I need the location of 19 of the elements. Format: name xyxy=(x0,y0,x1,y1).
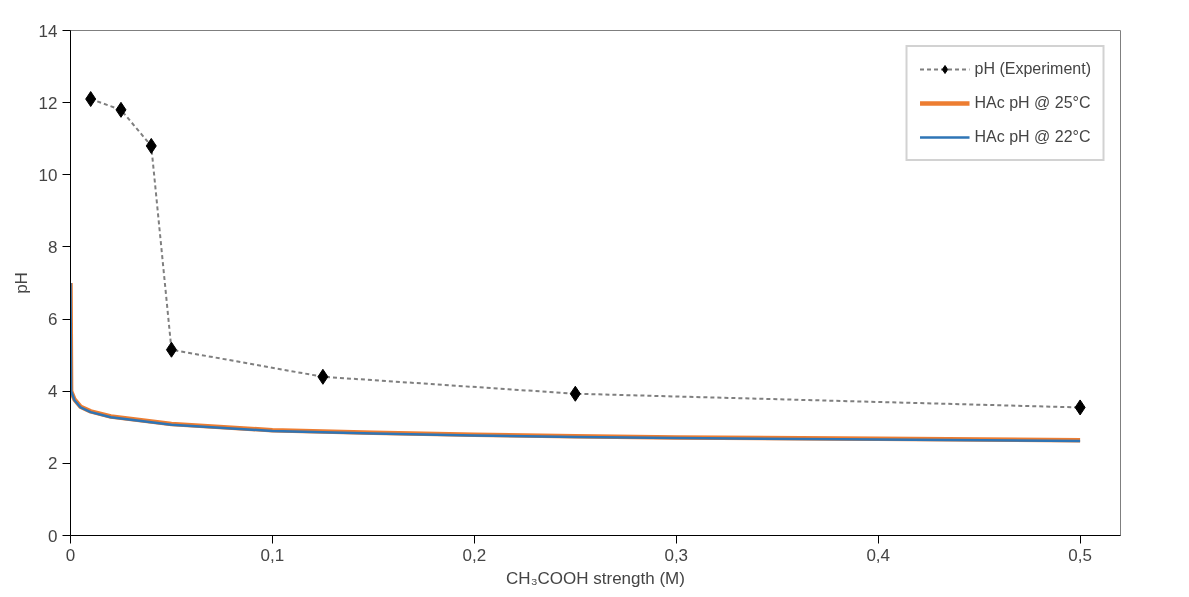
legend-label: HAc pH @ 25°C xyxy=(974,94,1091,112)
y-tick-label: 4 xyxy=(48,382,58,402)
y-tick-label: 10 xyxy=(38,165,58,185)
x-tick-label: 0,3 xyxy=(664,545,689,565)
x-tick-label: 0,5 xyxy=(1068,545,1092,565)
y-tick-label: 0 xyxy=(48,526,58,546)
y-tick-label: 14 xyxy=(38,21,58,41)
x-tick-label: 0,1 xyxy=(260,545,285,565)
y-axis-title: pH xyxy=(11,272,31,294)
y-tick-label: 8 xyxy=(48,237,58,257)
x-tick-label: 0,4 xyxy=(866,545,891,565)
y-tick-label: 2 xyxy=(48,454,58,474)
x-tick-label: 0 xyxy=(65,545,76,565)
legend-label: pH (Experiment) xyxy=(974,60,1091,78)
legend-label: HAc pH @ 22°C xyxy=(974,128,1091,146)
x-axis-title: CH₃COOH strength (M) xyxy=(506,568,685,588)
x-tick-label: 0,2 xyxy=(462,545,487,565)
y-tick-label: 12 xyxy=(38,93,58,113)
y-tick-label: 6 xyxy=(48,310,58,330)
